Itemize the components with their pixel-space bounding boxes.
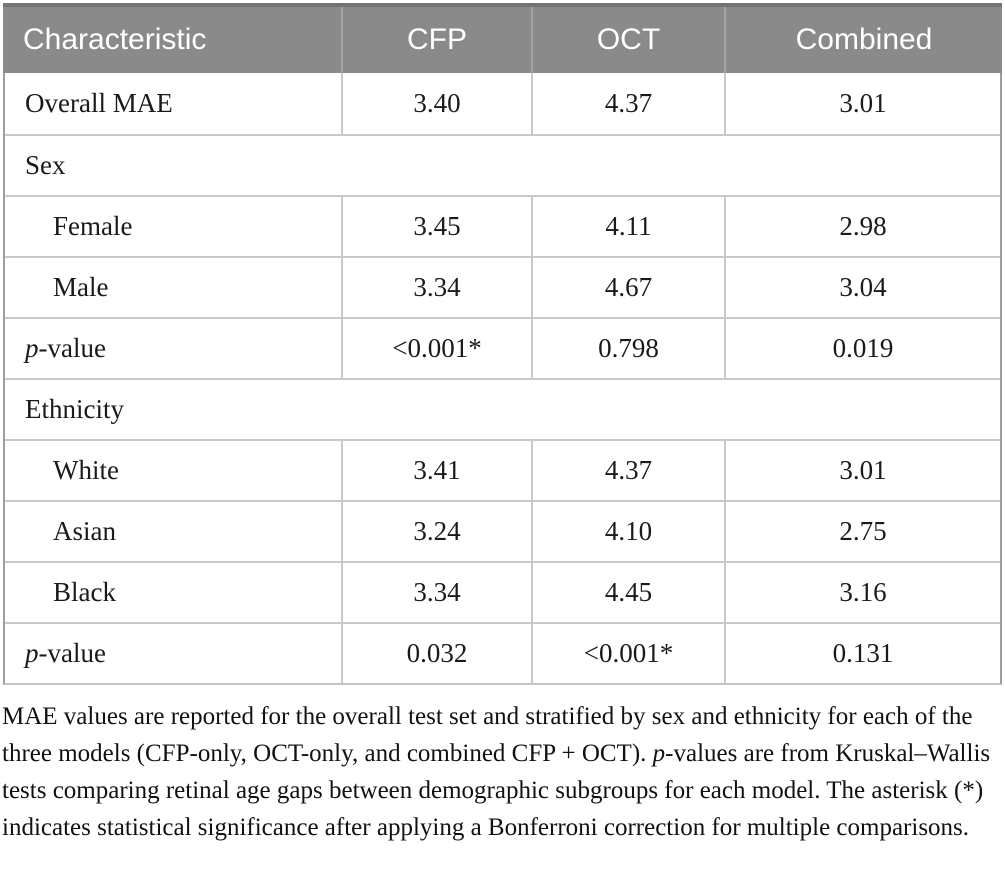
cell-value: <0.001* — [341, 319, 531, 378]
cell-value: <0.001* — [531, 624, 724, 683]
section-label: Sex — [25, 150, 66, 180]
column-header-oct: OCT — [531, 7, 724, 73]
column-header-cfp: CFP — [341, 7, 531, 73]
row-label: Black — [53, 577, 116, 607]
footnote-text-2: -values are from Kruskal–Wallis tests co… — [2, 740, 991, 841]
row-label: Female — [53, 211, 133, 241]
footnote-text-1: MAE values are reported for the overall … — [2, 703, 973, 767]
section-row-ethnicity: Ethnicity — [5, 378, 1000, 439]
cell-value: 0.019 — [724, 319, 1000, 378]
section-label: Ethnicity — [25, 394, 124, 424]
cell-value: 3.41 — [341, 441, 531, 500]
cell-value: 3.16 — [724, 563, 1000, 622]
cell-value: 3.24 — [341, 502, 531, 561]
footnote-italic-p: p — [652, 740, 666, 767]
pvalue-italic-p: p — [25, 638, 39, 668]
section-row-sex: Sex — [5, 134, 1000, 195]
results-table: Characteristic CFP OCT Combined Overall … — [3, 3, 1002, 685]
table-row-pvalue-sex: p -value <0.001* 0.798 0.019 — [5, 317, 1000, 378]
pvalue-rest: -value — [38, 333, 106, 363]
table-header-row: Characteristic CFP OCT Combined — [3, 3, 1002, 73]
cell-value: 4.37 — [531, 73, 724, 134]
cell-value: 3.01 — [724, 73, 1000, 134]
cell-value: 2.75 — [724, 502, 1000, 561]
table-row-black: Black 3.34 4.45 3.16 — [5, 561, 1000, 622]
table-figure: Characteristic CFP OCT Combined Overall … — [2, 3, 1003, 846]
table-row-male: Male 3.34 4.67 3.04 — [5, 256, 1000, 317]
cell-value: 4.10 — [531, 502, 724, 561]
cell-value: 3.45 — [341, 197, 531, 256]
row-label: p -value — [5, 319, 341, 378]
cell-value: 3.01 — [724, 441, 1000, 500]
cell-value: 4.37 — [531, 441, 724, 500]
cell-value: 0.032 — [341, 624, 531, 683]
table-row-overall-mae: Overall MAE 3.40 4.37 3.01 — [5, 73, 1000, 134]
table-row-asian: Asian 3.24 4.10 2.75 — [5, 500, 1000, 561]
row-label: Overall MAE — [25, 88, 173, 118]
table-footnote: MAE values are reported for the overall … — [2, 698, 1003, 846]
cell-value: 4.45 — [531, 563, 724, 622]
pvalue-italic-p: p — [25, 333, 39, 363]
table-row-white: White 3.41 4.37 3.01 — [5, 439, 1000, 500]
cell-value: 4.11 — [531, 197, 724, 256]
row-label: Male — [53, 272, 109, 302]
cell-value: 3.34 — [341, 258, 531, 317]
cell-value: 0.798 — [531, 319, 724, 378]
row-label: p -value — [5, 624, 341, 683]
table-body: Overall MAE 3.40 4.37 3.01 Sex Female 3.… — [3, 73, 1002, 685]
pvalue-rest: -value — [38, 638, 106, 668]
column-header-combined: Combined — [724, 7, 1002, 73]
cell-value: 3.04 — [724, 258, 1000, 317]
row-label: White — [53, 455, 119, 485]
cell-value: 2.98 — [724, 197, 1000, 256]
cell-value: 3.40 — [341, 73, 531, 134]
cell-value: 3.34 — [341, 563, 531, 622]
table-row-pvalue-ethnicity: p -value 0.032 <0.001* 0.131 — [5, 622, 1000, 683]
cell-value: 4.67 — [531, 258, 724, 317]
row-label: Asian — [53, 516, 116, 546]
column-header-characteristic: Characteristic — [23, 23, 207, 56]
cell-value: 0.131 — [724, 624, 1000, 683]
table-row-female: Female 3.45 4.11 2.98 — [5, 195, 1000, 256]
